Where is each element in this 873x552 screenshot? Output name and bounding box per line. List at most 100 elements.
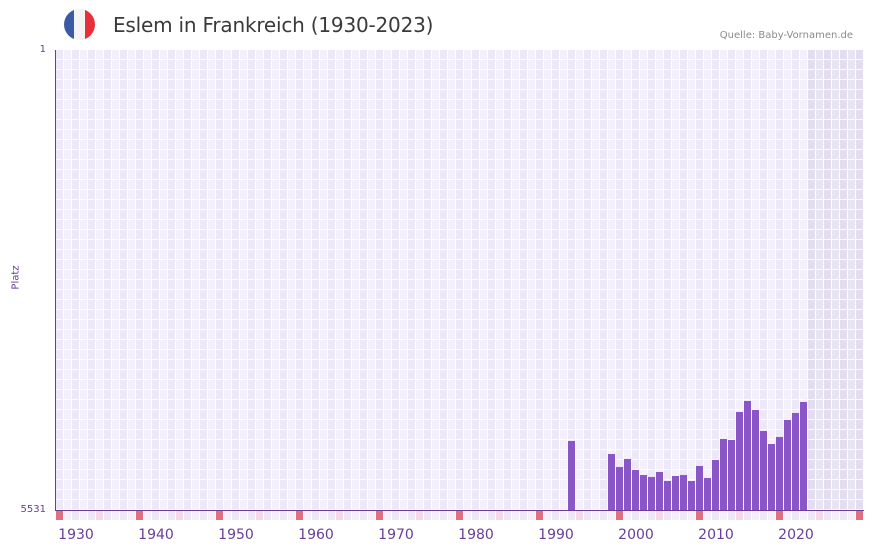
grid-line xyxy=(56,59,864,60)
year-marker xyxy=(488,511,495,520)
bar-2016[interactable] xyxy=(760,430,767,510)
bar-2020[interactable] xyxy=(792,413,799,510)
bar-2003[interactable] xyxy=(656,472,663,510)
year-marker xyxy=(800,511,807,520)
grid-line xyxy=(56,239,864,240)
bar-2015[interactable] xyxy=(752,410,759,510)
grid-column xyxy=(688,50,696,510)
grid-line xyxy=(56,339,864,340)
grid-line xyxy=(56,319,864,320)
year-marker xyxy=(288,511,295,520)
grid-column xyxy=(576,50,584,510)
grid-line xyxy=(56,389,864,390)
grid-line xyxy=(56,439,864,440)
bar-2000[interactable] xyxy=(632,470,639,510)
grid-column xyxy=(352,50,360,510)
year-marker xyxy=(632,511,639,520)
year-marker xyxy=(192,511,199,520)
bar-2011[interactable] xyxy=(720,438,727,510)
france-flag-icon xyxy=(64,9,95,40)
year-marker xyxy=(600,511,607,520)
bar-2009[interactable] xyxy=(704,477,711,510)
grid-column xyxy=(200,50,208,510)
grid-line xyxy=(56,509,864,510)
bar-2017[interactable] xyxy=(768,444,775,510)
grid-column xyxy=(800,50,808,510)
year-marker xyxy=(232,511,239,520)
bar-2021[interactable] xyxy=(800,402,807,510)
year-marker xyxy=(104,511,111,520)
grid-line xyxy=(56,179,864,180)
year-marker xyxy=(392,511,399,520)
grid-column xyxy=(240,50,248,510)
year-marker xyxy=(616,511,623,520)
grid-column xyxy=(176,50,184,510)
grid-line xyxy=(56,149,864,150)
bar-2006[interactable] xyxy=(680,474,687,510)
grid-column xyxy=(520,50,528,510)
x-tick-label: 2020 xyxy=(778,527,814,543)
bar-1998[interactable] xyxy=(616,467,623,510)
bar-2007[interactable] xyxy=(688,480,695,510)
grid-line xyxy=(56,139,864,140)
year-marker xyxy=(200,511,207,520)
grid-column xyxy=(224,50,232,510)
grid-column xyxy=(752,50,760,510)
grid-column xyxy=(368,50,376,510)
year-marker xyxy=(552,511,559,520)
year-marker xyxy=(112,511,119,520)
bar-1992[interactable] xyxy=(568,440,575,510)
bar-2001[interactable] xyxy=(640,474,647,510)
year-marker xyxy=(144,511,151,520)
bar-2012[interactable] xyxy=(728,439,735,510)
grid-line xyxy=(56,299,864,300)
bar-2013[interactable] xyxy=(736,412,743,510)
grid-line xyxy=(56,189,864,190)
year-marker xyxy=(312,511,319,520)
bar-2014[interactable] xyxy=(744,401,751,510)
bar-1999[interactable] xyxy=(624,459,631,510)
year-marker xyxy=(624,511,631,520)
grid-column xyxy=(312,50,320,510)
bar-2002[interactable] xyxy=(648,476,655,510)
year-marker xyxy=(208,511,215,520)
bar-2018[interactable] xyxy=(776,436,783,510)
grid-column xyxy=(104,50,112,510)
grid-column xyxy=(704,50,712,510)
year-marker xyxy=(648,511,655,520)
bar-2005[interactable] xyxy=(672,475,679,510)
bar-1997[interactable] xyxy=(608,454,615,510)
bar-2019[interactable] xyxy=(784,420,791,510)
grid-column xyxy=(584,50,592,510)
bar-2008[interactable] xyxy=(696,466,703,510)
grid-column xyxy=(360,50,368,510)
grid-column xyxy=(144,50,152,510)
grid-column xyxy=(320,50,328,510)
grid-line xyxy=(56,449,864,450)
x-tick-label: 2010 xyxy=(698,527,734,543)
year-marker xyxy=(448,511,455,520)
grid-line xyxy=(56,119,864,120)
grid-column xyxy=(120,50,128,510)
grid-column xyxy=(56,50,64,510)
grid-line xyxy=(56,429,864,430)
grid-column xyxy=(600,50,608,510)
year-marker xyxy=(408,511,415,520)
grid-column xyxy=(192,50,200,510)
grid-column xyxy=(344,50,352,510)
bar-2004[interactable] xyxy=(664,480,671,510)
grid-column xyxy=(336,50,344,510)
grid-column xyxy=(840,50,848,510)
grid-column xyxy=(256,50,264,510)
bar-2010[interactable] xyxy=(712,460,719,510)
grid-line xyxy=(56,109,864,110)
year-marker xyxy=(776,511,783,520)
year-marker xyxy=(728,511,735,520)
year-marker xyxy=(184,511,191,520)
grid-line xyxy=(56,79,864,80)
grid-column xyxy=(208,50,216,510)
grid-column xyxy=(768,50,776,510)
year-marker xyxy=(248,511,255,520)
y-tick-top: 1 xyxy=(39,44,46,55)
grid-column xyxy=(816,50,824,510)
